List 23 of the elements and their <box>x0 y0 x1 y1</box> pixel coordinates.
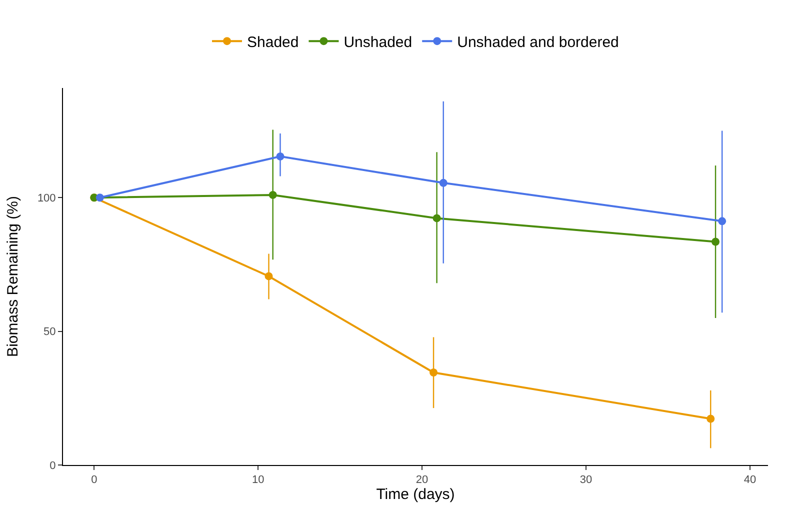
point <box>96 194 104 202</box>
point <box>439 178 448 187</box>
y-tick-label: 100 <box>37 192 56 204</box>
x-tick-label: 20 <box>416 474 428 486</box>
legend-label: Unshaded and bordered <box>457 34 619 51</box>
x-tick-label: 30 <box>580 474 592 486</box>
point <box>706 414 715 423</box>
point <box>264 272 273 280</box>
point <box>276 152 284 160</box>
point <box>712 238 720 246</box>
x-tick-label: 0 <box>91 474 98 486</box>
legend-label: Shaded <box>247 34 299 51</box>
legend-label: Unshaded <box>344 34 412 51</box>
y-tick-label: 0 <box>50 460 56 472</box>
point <box>268 190 277 199</box>
point <box>430 368 438 376</box>
point <box>718 217 726 226</box>
y-axis-title: Biomass Remaining (%) <box>4 196 22 357</box>
point <box>432 214 441 222</box>
y-tick-label: 50 <box>44 326 56 338</box>
x-tick-label: 40 <box>744 474 756 486</box>
x-axis-title: Time (days) <box>376 486 455 504</box>
x-tick-label: 10 <box>252 474 264 486</box>
